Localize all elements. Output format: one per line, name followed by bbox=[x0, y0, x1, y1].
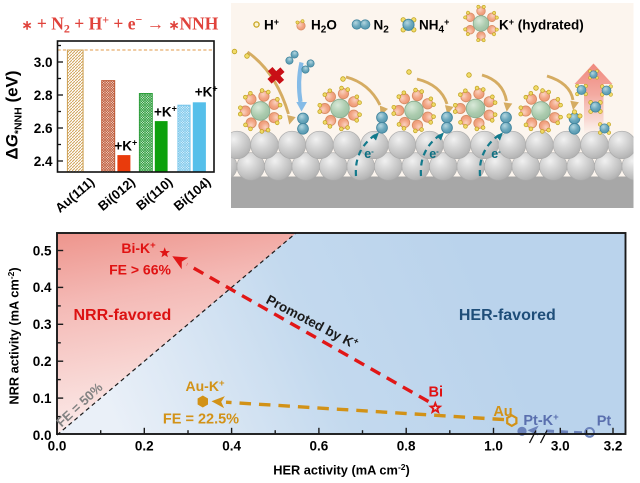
svg-text:0.5: 0.5 bbox=[33, 243, 52, 258]
svg-text:3.2: 3.2 bbox=[604, 439, 623, 454]
svg-text:Bi(104): Bi(104) bbox=[171, 174, 214, 213]
svg-text:H2O: H2O bbox=[311, 18, 337, 36]
svg-text:0.4: 0.4 bbox=[222, 439, 241, 454]
svg-text:+K+: +K+ bbox=[154, 104, 177, 120]
svg-text:e-: e- bbox=[491, 147, 501, 161]
svg-text:FE = 22.5%: FE = 22.5% bbox=[163, 412, 239, 428]
svg-text:1.0: 1.0 bbox=[484, 439, 503, 454]
svg-text:2.4: 2.4 bbox=[34, 154, 53, 169]
svg-text:e-: e- bbox=[429, 147, 439, 161]
svg-text:0.0: 0.0 bbox=[33, 428, 52, 443]
svg-text:2.8: 2.8 bbox=[34, 88, 53, 103]
svg-text:0.2: 0.2 bbox=[33, 354, 52, 369]
svg-text:∗ + N2 + H+ + e− → ∗NNH: ∗ + N2 + H+ + e− → ∗NNH bbox=[22, 13, 219, 36]
svg-text:0.1: 0.1 bbox=[33, 391, 52, 406]
svg-text:Pt: Pt bbox=[597, 414, 612, 430]
svg-text:+K+: +K+ bbox=[114, 138, 137, 154]
svg-text:Bi(110): Bi(110) bbox=[133, 174, 175, 213]
svg-text:3.0: 3.0 bbox=[34, 55, 53, 70]
svg-text:0.2: 0.2 bbox=[135, 439, 154, 454]
svg-text:Au(111): Au(111) bbox=[52, 174, 97, 215]
svg-text:0.4: 0.4 bbox=[33, 280, 52, 295]
svg-text:Bi(012): Bi(012) bbox=[95, 174, 138, 213]
svg-text:0.0: 0.0 bbox=[48, 439, 67, 454]
svg-text:HER activity (mA cm-2): HER activity (mA cm-2) bbox=[273, 462, 410, 478]
svg-text:Au-K+: Au-K+ bbox=[186, 378, 225, 394]
svg-text:0.6: 0.6 bbox=[310, 439, 329, 454]
svg-text:Au: Au bbox=[493, 404, 512, 420]
svg-text:HER-favored: HER-favored bbox=[459, 307, 556, 324]
svg-text:K+ (hydrated): K+ (hydrated) bbox=[499, 17, 584, 33]
svg-text:ΔG*NNH (eV): ΔG*NNH (eV) bbox=[3, 70, 25, 159]
svg-text:Pt-K+: Pt-K+ bbox=[523, 412, 559, 429]
svg-text:+K+: +K+ bbox=[195, 84, 218, 100]
svg-text:0.8: 0.8 bbox=[397, 439, 416, 454]
svg-text:FE > 66%: FE > 66% bbox=[109, 262, 171, 278]
svg-text:NRR-favored: NRR-favored bbox=[74, 307, 172, 324]
svg-text:Bi: Bi bbox=[429, 385, 444, 401]
svg-text:NRR activity (mA cm-2): NRR activity (mA cm-2) bbox=[6, 267, 22, 404]
svg-text:Bi-K+: Bi-K+ bbox=[121, 240, 156, 256]
svg-text:3.0: 3.0 bbox=[551, 439, 570, 454]
svg-text:2.6: 2.6 bbox=[34, 121, 53, 136]
svg-text:0.3: 0.3 bbox=[33, 317, 52, 332]
svg-text:e-: e- bbox=[364, 147, 374, 161]
